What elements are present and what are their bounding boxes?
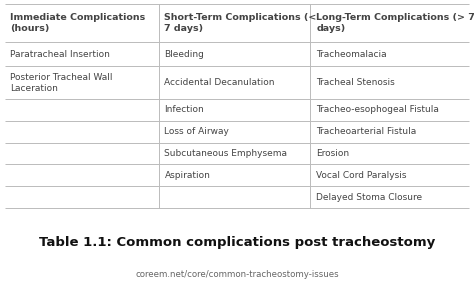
Text: Short-Term Complications (<
7 days): Short-Term Complications (< 7 days) xyxy=(164,13,317,33)
Text: Long-Term Complications (> 7
days): Long-Term Complications (> 7 days) xyxy=(316,13,474,33)
Text: Aspiration: Aspiration xyxy=(164,171,210,180)
Text: Vocal Cord Paralysis: Vocal Cord Paralysis xyxy=(316,171,407,180)
Text: Bleeding: Bleeding xyxy=(164,50,204,59)
Text: Loss of Airway: Loss of Airway xyxy=(164,127,229,136)
Text: Subcutaneous Emphysema: Subcutaneous Emphysema xyxy=(164,149,287,158)
Text: Immediate Complications
(hours): Immediate Complications (hours) xyxy=(10,13,146,33)
Text: Tracheal Stenosis: Tracheal Stenosis xyxy=(316,78,395,87)
Text: Delayed Stoma Closure: Delayed Stoma Closure xyxy=(316,192,422,201)
Text: Tracheo-esophogeal Fistula: Tracheo-esophogeal Fistula xyxy=(316,105,439,114)
Text: Infection: Infection xyxy=(164,105,204,114)
Text: Erosion: Erosion xyxy=(316,149,349,158)
Text: Table 1.1: Common complications post tracheostomy: Table 1.1: Common complications post tra… xyxy=(39,236,435,249)
Text: Tracheoarterial Fistula: Tracheoarterial Fistula xyxy=(316,127,416,136)
Text: Paratracheal Insertion: Paratracheal Insertion xyxy=(10,50,110,59)
Text: coreem.net/core/common-tracheostomy-issues: coreem.net/core/common-tracheostomy-issu… xyxy=(135,270,339,279)
Text: Tracheomalacia: Tracheomalacia xyxy=(316,50,387,59)
Text: Accidental Decanulation: Accidental Decanulation xyxy=(164,78,275,87)
Text: Posterior Tracheal Wall
Laceration: Posterior Tracheal Wall Laceration xyxy=(10,72,113,93)
